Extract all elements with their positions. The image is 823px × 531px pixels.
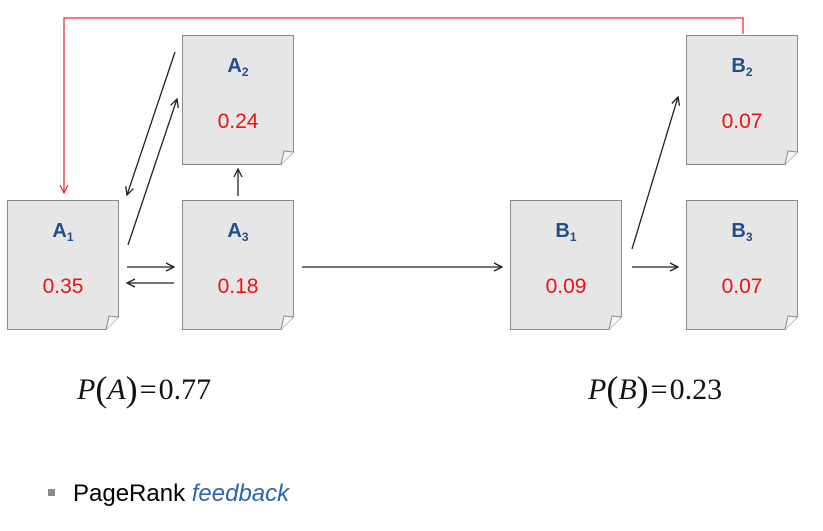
edge-b1-b2	[631, 97, 678, 250]
formula-equals: =	[650, 373, 668, 406]
formula-close-paren: )	[125, 369, 138, 409]
node-rank-value: 0.09	[545, 275, 587, 298]
page-node-b3: B3 0.07	[686, 200, 798, 330]
formula-value: 0.77	[158, 373, 212, 406]
page-node-a2: A2 0.24	[182, 35, 294, 165]
page-shape	[510, 200, 622, 330]
node-label: B1	[555, 220, 577, 244]
bullet-square-icon	[48, 489, 55, 496]
formula-func: P	[77, 373, 96, 406]
formula-open-paren: (	[95, 369, 108, 409]
node-rank-value: 0.35	[42, 275, 84, 298]
formula-equals: =	[139, 373, 157, 406]
formula-var: B	[618, 373, 637, 406]
edge-a1-a2	[127, 99, 177, 246]
node-rank-value: 0.24	[217, 110, 259, 133]
node-rank-value: 0.07	[721, 275, 763, 298]
formula-p-b: P(B)=0.23	[588, 366, 723, 409]
node-label: A3	[227, 220, 249, 244]
node-label: A1	[52, 220, 74, 244]
bullet-text: PageRank	[73, 480, 186, 507]
formula-func: P	[588, 373, 607, 406]
edge-a2-a1	[127, 51, 176, 195]
node-label: B3	[731, 220, 753, 244]
page-node-a1: A1 0.35	[7, 200, 119, 330]
page-shape	[7, 200, 119, 330]
page-shape	[182, 35, 294, 165]
formula-p-a: P(A)=0.77	[77, 366, 212, 409]
page-shape	[686, 200, 798, 330]
bullet-accent-text: feedback	[191, 480, 290, 507]
bullet-item: PageRank feedback	[48, 480, 289, 508]
node-rank-value: 0.18	[217, 275, 259, 298]
node-label: B2	[731, 55, 753, 79]
formula-close-paren: )	[636, 369, 649, 409]
page-shape	[686, 35, 798, 165]
page-node-b2: B2 0.07	[686, 35, 798, 165]
page-node-a3: A3 0.18	[182, 200, 294, 330]
edge-b2-a1-feedback	[64, 17, 744, 193]
formula-open-paren: (	[606, 369, 619, 409]
formula-var: A	[107, 373, 126, 406]
formula-value: 0.23	[669, 373, 723, 406]
node-rank-value: 0.07	[721, 110, 763, 133]
page-node-b1: B1 0.09	[510, 200, 622, 330]
node-label: A2	[227, 55, 249, 79]
page-shape	[182, 200, 294, 330]
